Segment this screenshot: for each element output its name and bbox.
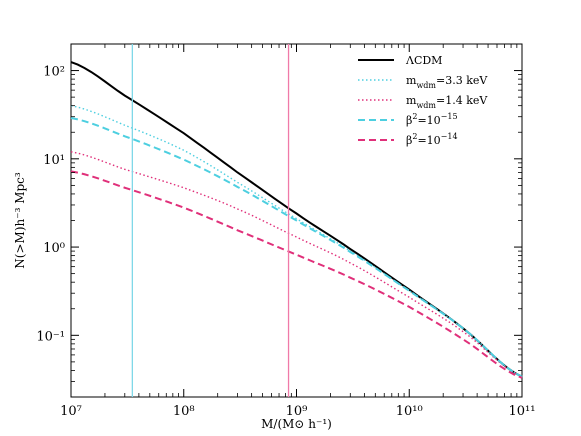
y-axis-label: N(>M)h⁻³ Mpc³: [13, 172, 27, 269]
legend-label-3: mwdm=1.4 keV: [406, 94, 488, 110]
legend: ΛCDM mwdm=3.3 keV mwdm=1.4 keV β2=10−15 β2=1…: [358, 54, 488, 147]
series-line-4: [70, 117, 523, 378]
series-line-3: [70, 151, 523, 378]
legend-label-2: mwdm=3.3 keV: [406, 74, 488, 90]
legend-label-1: ΛCDM: [405, 54, 442, 67]
vertical-lines-group: [131, 44, 290, 397]
x-tick-label: 10⁹: [286, 404, 308, 419]
x-axis-label: M/(M⊙ h⁻¹): [261, 417, 332, 431]
x-tick-label: 10⁷: [60, 404, 82, 419]
x-tick-label: 10¹¹: [509, 404, 536, 419]
legend-label-4: β2=10−15: [406, 112, 458, 127]
series-line-2: [70, 104, 523, 378]
ticks-group: 10⁷ 10⁸ 10⁹ 10¹⁰ 10¹¹ 10⁻¹ 10⁰ 10¹ 10²: [36, 43, 536, 419]
y-tick-label: 10⁻¹: [36, 329, 65, 344]
x-tick-label: 10¹⁰: [396, 404, 423, 419]
series-group: [70, 61, 523, 379]
y-tick-label: 10⁰: [43, 241, 65, 256]
x-tick-label: 10⁸: [173, 404, 195, 419]
y-tick-label: 10²: [43, 65, 65, 80]
series-line-1: [70, 61, 523, 378]
y-tick-label: 10¹: [43, 153, 65, 168]
series-line-5: [70, 170, 523, 379]
legend-label-5: β2=10−14: [406, 132, 458, 147]
